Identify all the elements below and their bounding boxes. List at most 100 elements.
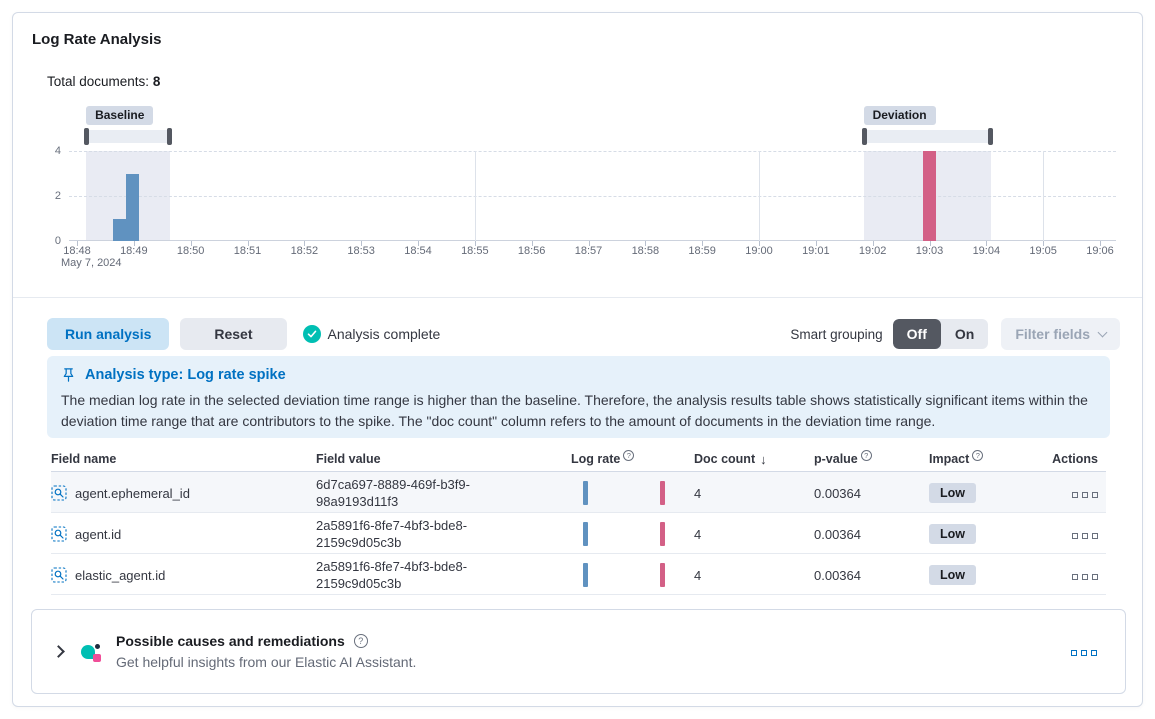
header-field-name: Field name: [51, 452, 117, 466]
deviation-bar: [923, 151, 936, 241]
x-axis-tickmark: [190, 241, 192, 246]
x-axis-tickmark: [986, 241, 988, 246]
smart-grouping-off[interactable]: Off: [892, 319, 941, 349]
table-row[interactable]: agent.id 2a5891f6-8fe7-4bf3-bde8-2159c9d…: [51, 513, 1106, 554]
expand-chevron-icon[interactable]: [52, 645, 65, 658]
chart-plot[interactable]: [69, 151, 1116, 246]
pin-icon: [63, 368, 74, 382]
x-axis-tick: 18:49: [120, 245, 148, 257]
elastic-ai-assistant-icon: [81, 642, 101, 662]
chevron-down-icon: [1097, 327, 1108, 337]
vertical-gridline: [759, 151, 760, 241]
log-rate-sparkline: [583, 562, 683, 588]
callout-title: Analysis type: Log rate spike: [85, 367, 286, 383]
gridline-2: [69, 196, 1116, 197]
field-filter-icon[interactable]: [51, 485, 67, 501]
log-rate-sparkline: [583, 521, 683, 547]
x-axis-tickmark: [702, 241, 704, 246]
x-axis-tickmark: [474, 241, 476, 246]
analysis-type-callout: Analysis type: Log rate spike The median…: [47, 356, 1110, 438]
total-documents: Total documents: 8: [47, 74, 160, 89]
row-actions-icon[interactable]: [1072, 532, 1098, 539]
info-icon[interactable]: ?: [860, 449, 872, 461]
impact-badge: Low: [929, 565, 976, 585]
ai-panel-actions: [1071, 643, 1097, 661]
ai-panel-title: Possible causes and remediations: [116, 633, 345, 649]
ai-assistant-panel[interactable]: Possible causes and remediations ? Get h…: [31, 609, 1126, 694]
row-actions: [1044, 527, 1106, 542]
reset-button[interactable]: Reset: [180, 318, 287, 350]
baseline-spark-bar: [583, 481, 588, 505]
page-title: Log Rate Analysis: [32, 31, 162, 48]
field-value-cell: 2a5891f6-8fe7-4bf3-bde8-2159c9d05c3b: [316, 518, 468, 550]
vertical-gridline: [1043, 151, 1045, 241]
field-name-cell: agent.id: [51, 526, 316, 542]
baseline-badge: Baseline: [86, 106, 154, 125]
sort-desc-icon[interactable]: ↓: [760, 451, 767, 467]
x-axis-tick: 19:03: [915, 245, 944, 257]
header-impact: Impact?: [929, 449, 1044, 466]
field-name-cell: agent.ephemeral_id: [51, 485, 316, 501]
total-documents-value: 8: [152, 74, 161, 89]
y-axis-tick: 4: [54, 145, 61, 157]
info-icon[interactable]: ?: [623, 449, 635, 461]
table-row[interactable]: agent.ephemeral_id 6d7ca697-8889-469f-b3…: [51, 472, 1106, 513]
row-actions-icon[interactable]: [1072, 491, 1098, 498]
help-icon[interactable]: ?: [353, 634, 368, 648]
x-axis-tickmark: [1100, 241, 1101, 246]
x-axis-tick: 19:05: [1029, 245, 1057, 257]
vertical-gridline: [474, 151, 476, 241]
deviation-brush-right-handle[interactable]: [988, 128, 994, 145]
analysis-toolbar: Run analysis Reset Analysis complete Sma…: [47, 318, 1120, 350]
total-documents-label: Total documents:: [47, 74, 150, 89]
log-rate-sparkline: [583, 480, 683, 506]
header-doc-count[interactable]: Doc count ↓: [694, 451, 767, 467]
x-axis-tickmark: [531, 241, 533, 246]
deviation-spark-bar: [660, 563, 665, 587]
doc-count-cell: 4: [694, 485, 702, 501]
smart-grouping-on[interactable]: On: [954, 326, 975, 342]
baseline-brush-left-handle[interactable]: [84, 128, 90, 145]
deviation-brush[interactable]: [861, 128, 994, 145]
row-actions-icon[interactable]: [1072, 573, 1098, 580]
x-axis-tickmark: [645, 241, 647, 246]
x-axis-tickmark: [247, 241, 249, 246]
baseline-spark-bar: [583, 563, 588, 587]
filter-fields-button[interactable]: Filter fields: [1001, 318, 1120, 350]
field-value-cell: 6d7ca697-8889-469f-b3f9-98a9193d11f3: [316, 477, 470, 509]
x-axis-tickmark: [361, 241, 363, 246]
header-actions: Actions: [1052, 452, 1098, 466]
field-filter-icon[interactable]: [51, 567, 67, 583]
info-icon[interactable]: ?: [972, 449, 984, 461]
y-axis-tick: 0: [54, 235, 61, 247]
x-axis-tickmark: [304, 241, 306, 246]
table-header-row: Field name Field value Log rate? Doc cou…: [51, 447, 1106, 472]
x-axis-tickmark: [929, 241, 931, 246]
run-analysis-button[interactable]: Run analysis: [47, 318, 170, 350]
callout-body: The median log rate in the selected devi…: [61, 392, 1088, 429]
ai-panel-actions-icon[interactable]: [1071, 649, 1097, 656]
chart: Baseline Deviation 4 2 0 May 7, 2024 18:…: [31, 103, 1126, 275]
impact-cell: Low: [929, 565, 1044, 585]
baseline-brush-right-handle[interactable]: [166, 128, 172, 145]
p-value-cell: 0.00364: [814, 485, 861, 501]
deviation-brush-left-handle[interactable]: [861, 128, 867, 145]
x-axis-tick: 18:52: [290, 245, 319, 257]
baseline-spark-bar: [583, 522, 588, 546]
row-actions: [1044, 486, 1106, 501]
doc-count-cell: 4: [694, 567, 702, 583]
table-row[interactable]: elastic_agent.id 2a5891f6-8fe7-4bf3-bde8…: [51, 554, 1106, 595]
y-axis-tick: 2: [54, 190, 61, 202]
baseline-brush[interactable]: [84, 128, 172, 145]
field-filter-icon[interactable]: [51, 526, 67, 542]
x-axis-tick: 19:01: [802, 245, 830, 257]
deviation-spark-bar: [660, 481, 665, 505]
x-axis-tick: 18:55: [461, 245, 489, 257]
gridline-4: [69, 151, 1116, 152]
x-axis-tick: 18:56: [517, 245, 546, 257]
impact-cell: Low: [929, 483, 1044, 503]
ai-panel-subtitle: Get helpful insights from our Elastic AI…: [116, 654, 417, 670]
x-axis-tickmark: [77, 241, 78, 246]
p-value-cell: 0.00364: [814, 526, 861, 542]
analysis-status-label: Analysis complete: [327, 326, 441, 342]
